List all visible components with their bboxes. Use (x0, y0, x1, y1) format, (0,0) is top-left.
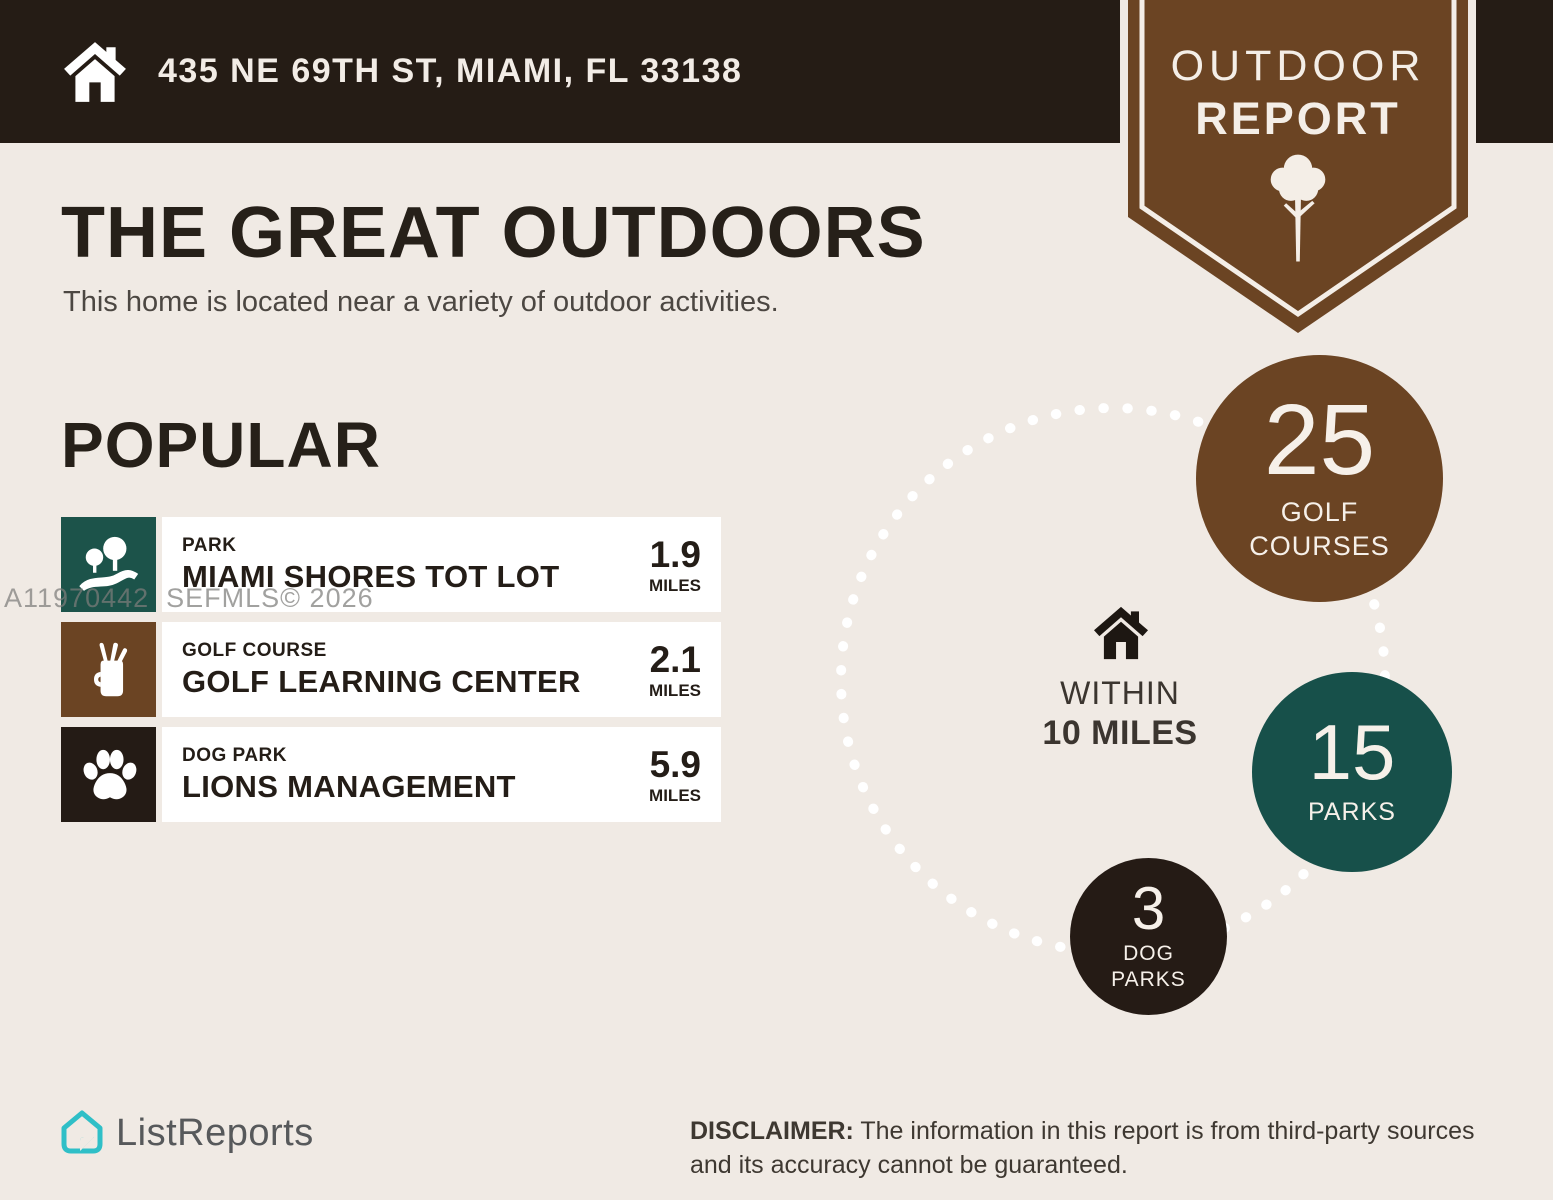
listreports-logo: ListReports (60, 1110, 314, 1156)
listreports-icon (61, 1110, 103, 1154)
stat-dog-parks: 3 DOG PARKS (1070, 858, 1227, 1015)
stat-label: GOLF COURSES (1249, 497, 1390, 561)
distance-value: 2.1 (649, 638, 701, 680)
page-subtitle: This home is located near a variety of o… (63, 286, 779, 318)
park-tile (61, 517, 156, 612)
stat-label: PARKS (1308, 798, 1396, 827)
dogpark-tile (61, 727, 156, 822)
list-item-dogpark: DOG PARK LIONS MANAGEMENT 5.9 MILES (61, 727, 721, 822)
stat-value: 3 (1131, 874, 1166, 942)
badge-title-line2: REPORT (1195, 93, 1401, 144)
home-icon (64, 41, 126, 102)
stat-value: 15 (1308, 708, 1396, 797)
brand-name: ListReports (116, 1111, 314, 1154)
radius-caption-line1: WITHIN (1060, 675, 1180, 711)
distance-unit: MILES (649, 680, 701, 700)
distance-unit: MILES (649, 575, 701, 595)
paw-icon (83, 749, 136, 799)
property-address: 435 NE 69TH ST, MIAMI, FL 33138 (158, 52, 743, 90)
stat-parks: 15 PARKS (1252, 672, 1452, 872)
mls-watermark: A11970442 SEFMLS© 2026 (4, 583, 374, 613)
stat-label: DOG PARKS (1111, 941, 1186, 991)
badge-title-line1: OUTDOOR (1170, 42, 1426, 90)
golf-tile (61, 622, 156, 717)
distance-unit: MILES (649, 785, 701, 805)
place-name: LIONS MANAGEMENT (182, 768, 516, 804)
distance-value: 1.9 (649, 533, 701, 575)
radius-caption-line2: 10 MILES (1042, 714, 1198, 753)
outdoor-report-badge: OUTDOOR REPORT (1120, 0, 1476, 346)
golf-card: GOLF COURSE GOLF LEARNING CENTER 2.1 MIL… (162, 622, 721, 717)
park-icon (78, 536, 138, 591)
tree-icon (1270, 154, 1326, 262)
disclaimer-label: DISCLAIMER: (690, 1117, 854, 1145)
category-label: DOG PARK (182, 744, 287, 766)
stat-value: 25 (1263, 384, 1376, 497)
park-card: PARK MIAMI SHORES TOT LOT 1.9 MILES (162, 517, 721, 612)
popular-list: PARK MIAMI SHORES TOT LOT 1.9 MILES (61, 517, 721, 832)
dogpark-card: DOG PARK LIONS MANAGEMENT 5.9 MILES (162, 727, 721, 822)
distance-value: 5.9 (649, 743, 701, 785)
category-label: GOLF COURSE (182, 639, 327, 661)
place-name: MIAMI SHORES TOT LOT (182, 558, 560, 594)
disclaimer-text: DISCLAIMER: The information in this repo… (690, 1117, 1475, 1179)
place-name: GOLF LEARNING CENTER (182, 663, 581, 699)
home-icon (1094, 606, 1148, 660)
list-item-golf: GOLF COURSE GOLF LEARNING CENTER 2.1 MIL… (61, 622, 721, 717)
category-label: PARK (182, 534, 237, 556)
list-item-park: PARK MIAMI SHORES TOT LOT 1.9 MILES (61, 517, 721, 612)
page-title: THE GREAT OUTDOORS (61, 193, 926, 273)
stat-golf-courses: 25 GOLF COURSES (1196, 355, 1443, 602)
radius-caption: WITHIN 10 MILES (1000, 674, 1240, 754)
popular-heading: POPULAR (61, 409, 381, 481)
golf-bag-icon (93, 642, 127, 696)
